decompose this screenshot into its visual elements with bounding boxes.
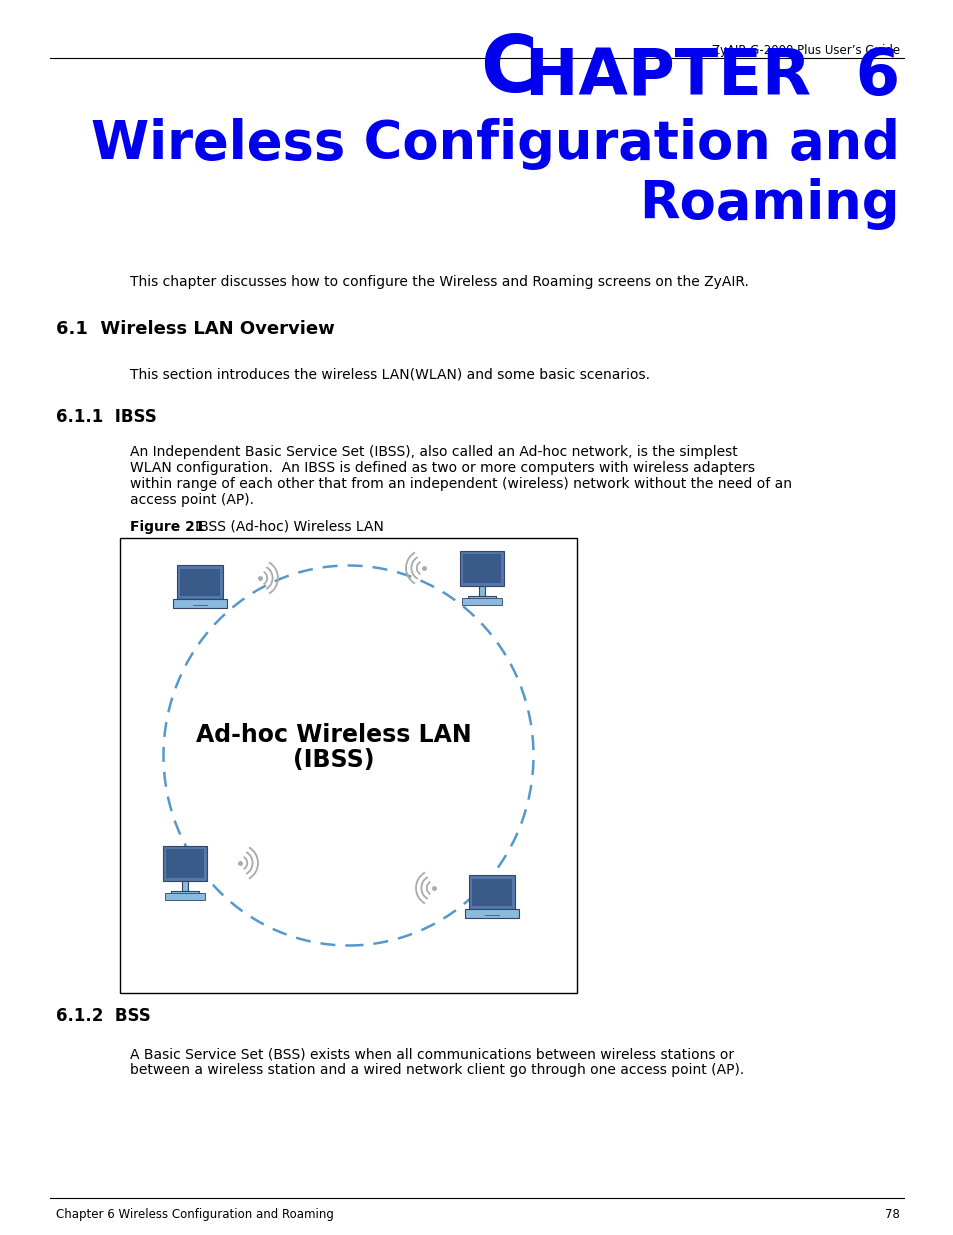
Text: A Basic Service Set (BSS) exists when all communications between wireless statio: A Basic Service Set (BSS) exists when al… [130, 1047, 734, 1061]
Text: ZyAIR G-2000 Plus User’s Guide: ZyAIR G-2000 Plus User’s Guide [711, 44, 899, 57]
Text: Chapter 6 Wireless Configuration and Roaming: Chapter 6 Wireless Configuration and Roa… [56, 1208, 334, 1221]
Bar [166, 848, 204, 878]
Text: between a wireless station and a wired network client go through one access poin: between a wireless station and a wired n… [130, 1063, 743, 1077]
Text: This chapter discusses how to configure the Wireless and Roaming screens on the : This chapter discusses how to configure … [130, 275, 748, 289]
Bar [459, 551, 503, 587]
Text: 6.1.2  BSS: 6.1.2 BSS [56, 1007, 151, 1025]
Text: access point (AP).: access point (AP). [130, 493, 253, 508]
Bar [180, 569, 219, 595]
Bar [165, 893, 205, 900]
Text: 78: 78 [884, 1208, 899, 1221]
Bar [176, 566, 223, 599]
Text: within range of each other that from an independent (wireless) network without t: within range of each other that from an … [130, 477, 791, 492]
Bar [468, 876, 515, 909]
Text: 6.1  Wireless LAN Overview: 6.1 Wireless LAN Overview [56, 320, 335, 338]
Bar [464, 909, 518, 919]
Text: (IBSS): (IBSS) [293, 748, 374, 773]
Bar [181, 882, 188, 892]
Text: Wireless Configuration and: Wireless Configuration and [91, 119, 899, 170]
Bar [120, 538, 577, 993]
Text: This section introduces the wireless LAN(WLAN) and some basic scenarios.: This section introduces the wireless LAN… [130, 368, 649, 382]
Bar [463, 555, 500, 583]
Text: An Independent Basic Service Set (IBSS), also called an Ad-hoc network, is the s: An Independent Basic Service Set (IBSS),… [130, 445, 737, 459]
Text: HAPTER  6: HAPTER 6 [524, 46, 899, 107]
Bar [478, 587, 485, 597]
Bar [172, 599, 227, 609]
Text: Figure 21: Figure 21 [130, 520, 204, 534]
Bar [461, 598, 502, 605]
Text: 6.1.1  IBSS: 6.1.1 IBSS [56, 408, 156, 426]
Bar [468, 595, 495, 599]
Text: Ad-hoc Wireless LAN: Ad-hoc Wireless LAN [195, 724, 471, 747]
Bar [172, 890, 198, 894]
Text: Roaming: Roaming [639, 178, 899, 230]
Text: C: C [479, 32, 537, 107]
Text: IBSS (Ad-hoc) Wireless LAN: IBSS (Ad-hoc) Wireless LAN [182, 520, 383, 534]
Bar [472, 879, 511, 905]
Bar [163, 846, 207, 882]
Text: WLAN configuration.  An IBSS is defined as two or more computers with wireless a: WLAN configuration. An IBSS is defined a… [130, 461, 754, 475]
